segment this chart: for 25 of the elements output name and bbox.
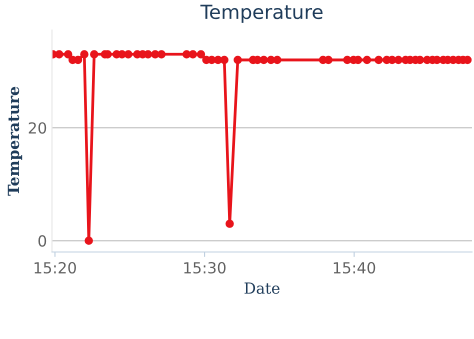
- point: [273, 56, 282, 64]
- point: [64, 50, 72, 58]
- x-axis-title: Date: [244, 282, 280, 294]
- y-axis-title: Temperature: [8, 86, 22, 196]
- point: [84, 236, 93, 245]
- point: [55, 50, 64, 58]
- y-tick-label: 20: [28, 122, 46, 134]
- x-tick-label: 15:20: [34, 262, 76, 274]
- x-tick-label: 15:30: [184, 262, 226, 274]
- point: [226, 220, 234, 228]
- point: [80, 50, 88, 58]
- point: [196, 50, 206, 58]
- point: [157, 50, 166, 58]
- point: [362, 56, 372, 64]
- point: [394, 56, 403, 64]
- point: [234, 56, 242, 64]
- y-tick-label: 0: [38, 235, 46, 247]
- chart-title: Temperature: [200, 4, 323, 23]
- x-tick-label: 15:40: [334, 262, 376, 274]
- point: [374, 56, 383, 64]
- point: [188, 50, 198, 58]
- point: [90, 50, 98, 58]
- point: [260, 56, 268, 64]
- point: [220, 56, 228, 64]
- point: [124, 50, 132, 58]
